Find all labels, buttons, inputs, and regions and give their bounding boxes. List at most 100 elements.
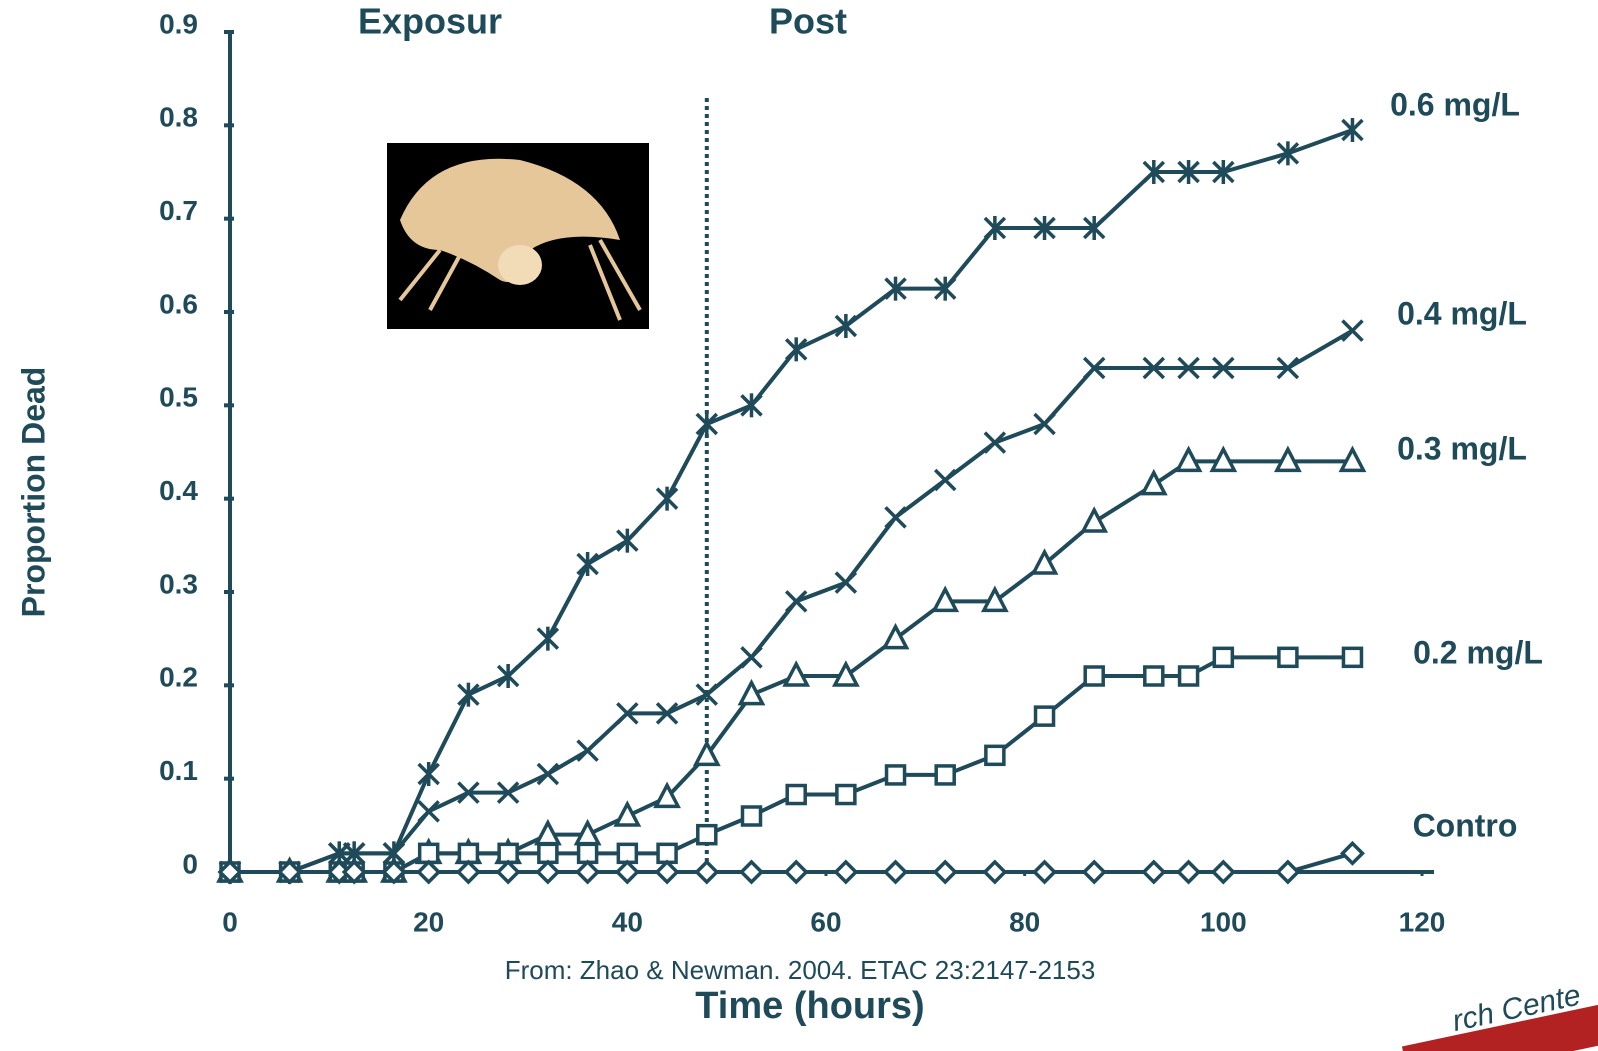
- photo: [387, 143, 649, 329]
- marker-shape: [932, 859, 958, 885]
- marker-shape: [1339, 840, 1365, 866]
- annotation: Exposur: [358, 1, 502, 42]
- marker-shape: [277, 859, 303, 885]
- marker: [1142, 356, 1166, 380]
- marker: [496, 781, 520, 804]
- marker: [884, 506, 907, 529]
- marker: [575, 859, 601, 885]
- marker-shape: [495, 859, 521, 885]
- marker-shape: [1033, 412, 1056, 436]
- y-tick-label: 0.6: [159, 288, 198, 319]
- marker: [1212, 646, 1235, 669]
- marker: [1082, 216, 1106, 240]
- marker: [783, 859, 809, 885]
- marker: [692, 739, 721, 767]
- marker-shape: [1276, 356, 1300, 380]
- marker-shape: [1080, 506, 1109, 533]
- marker: [931, 585, 960, 613]
- marker: [740, 393, 763, 418]
- marker: [1082, 356, 1106, 380]
- marker: [737, 678, 766, 706]
- marker-shape: [217, 859, 243, 885]
- y-tick-label: 0.8: [159, 102, 198, 133]
- marker-shape: [982, 859, 1008, 885]
- x-axis-label: Time (hours): [695, 985, 924, 1027]
- marker: [616, 528, 639, 553]
- marker-shape: [835, 783, 857, 806]
- marker-shape: [695, 683, 719, 706]
- marker: [1030, 548, 1059, 575]
- marker-shape: [1142, 356, 1166, 380]
- marker-shape: [1141, 859, 1167, 885]
- marker-shape: [884, 506, 907, 529]
- marker: [982, 859, 1008, 885]
- legend-label: 0.3 mg/L: [1397, 430, 1527, 466]
- marker-shape: [1143, 665, 1165, 687]
- marker: [740, 805, 763, 827]
- marker: [835, 783, 857, 806]
- marker: [694, 859, 720, 885]
- y-tick-label: 0.2: [159, 662, 198, 693]
- annotation: Post: [769, 1, 847, 42]
- marker: [1277, 646, 1299, 669]
- marker: [980, 585, 1009, 613]
- marker-shape: [933, 468, 957, 492]
- marker: [884, 764, 907, 786]
- marker: [1177, 160, 1200, 184]
- marker-shape: [983, 431, 1007, 454]
- marker: [740, 646, 763, 669]
- marker-shape: [1212, 646, 1235, 669]
- marker-shape: [1139, 468, 1168, 496]
- x-tick-label: 0: [222, 906, 238, 937]
- marker-shape: [834, 571, 858, 594]
- marker: [1210, 859, 1236, 885]
- marker: [834, 314, 858, 338]
- marker-shape: [1338, 445, 1367, 473]
- y-tick-label: 0: [182, 848, 198, 879]
- x-tick-label: 100: [1200, 906, 1247, 937]
- marker: [1276, 356, 1300, 380]
- marker: [695, 412, 719, 436]
- marker: [457, 781, 480, 804]
- marker-shape: [575, 859, 601, 885]
- marker: [984, 744, 1006, 767]
- x-tick-label: 40: [612, 906, 643, 937]
- marker: [1033, 705, 1056, 727]
- marker-shape: [341, 859, 367, 885]
- marker-shape: [833, 859, 859, 885]
- marker-shape: [1176, 859, 1202, 885]
- marker: [1338, 445, 1367, 473]
- marker-shape: [984, 744, 1006, 767]
- marker: [1212, 356, 1235, 380]
- marker-shape: [1209, 445, 1238, 473]
- marker-shape: [785, 783, 807, 806]
- marker: [1033, 216, 1056, 240]
- legend-label: 0.2 mg/L: [1413, 634, 1543, 670]
- marker-shape: [934, 764, 956, 786]
- marker-shape: [576, 739, 599, 762]
- marker-shape: [931, 585, 960, 613]
- marker: [655, 702, 679, 725]
- marker: [1081, 859, 1107, 885]
- marker: [782, 660, 811, 687]
- marker: [613, 800, 642, 827]
- marker: [739, 859, 764, 885]
- marker-shape: [536, 762, 560, 786]
- marker: [1083, 665, 1105, 687]
- marker: [1212, 160, 1235, 184]
- marker-shape: [535, 859, 561, 885]
- marker-shape: [694, 859, 720, 885]
- x-tick-label: 120: [1399, 906, 1446, 937]
- y-tick-label: 0.1: [159, 755, 198, 786]
- marker-shape: [739, 859, 764, 885]
- marker: [833, 859, 859, 885]
- marker: [382, 842, 406, 865]
- marker: [457, 682, 480, 707]
- marker-shape: [1210, 859, 1236, 885]
- marker: [341, 859, 367, 885]
- marker-shape: [783, 859, 809, 885]
- marker-shape: [381, 859, 407, 885]
- x-tick-label: 80: [1009, 906, 1040, 937]
- marker-shape: [881, 622, 910, 650]
